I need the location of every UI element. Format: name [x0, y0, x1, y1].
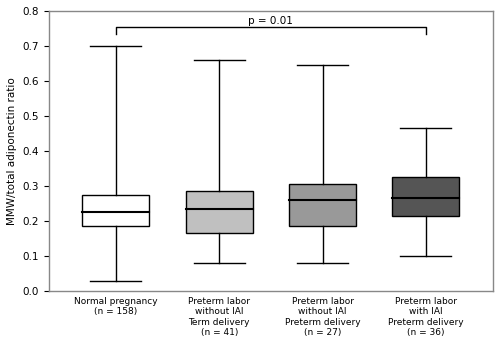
FancyBboxPatch shape [186, 191, 253, 234]
Y-axis label: MMW/total adiponectin ratio: MMW/total adiponectin ratio [7, 77, 17, 225]
FancyBboxPatch shape [289, 184, 356, 226]
FancyBboxPatch shape [392, 178, 460, 216]
FancyBboxPatch shape [82, 195, 150, 226]
Text: p = 0.01: p = 0.01 [248, 16, 294, 26]
